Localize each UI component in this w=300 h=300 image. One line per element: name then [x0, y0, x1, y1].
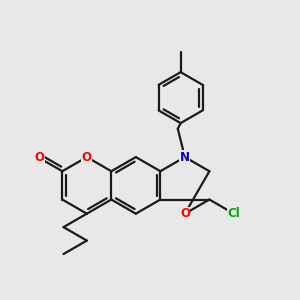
Text: O: O	[82, 151, 92, 164]
Text: N: N	[180, 151, 190, 164]
Text: Cl: Cl	[227, 207, 240, 220]
Text: O: O	[34, 151, 44, 164]
Text: O: O	[180, 207, 190, 220]
